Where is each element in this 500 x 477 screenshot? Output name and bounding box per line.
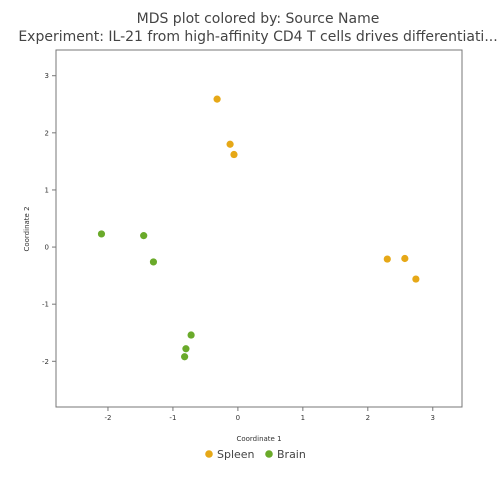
x-axis-ticks: -2 -1 0 1 2 3 [104, 407, 435, 422]
point-spleen [230, 150, 238, 159]
x-tick-label: 0 [236, 414, 240, 422]
x-tick-label: 2 [366, 414, 370, 422]
legend: Spleen Brain [205, 448, 306, 461]
chart-title: MDS plot colored by: Source Name [137, 11, 380, 27]
x-tick-label: 1 [301, 414, 305, 422]
x-tick-label: 3 [431, 414, 435, 422]
y-tick-label: 1 [45, 186, 49, 194]
point-spleen [412, 275, 420, 283]
legend-marker-spleen [205, 450, 213, 458]
point-brain [182, 345, 190, 353]
legend-label-spleen: Spleen [217, 448, 255, 461]
y-tick-label: 2 [45, 129, 49, 137]
x-tick-label: -2 [104, 414, 111, 422]
point-spleen [226, 140, 234, 148]
chart-subtitle: Experiment: IL-21 from high-affinity CD4… [18, 29, 497, 45]
point-brain [187, 331, 195, 339]
point-spleen [383, 255, 391, 263]
y-axis-ticks: -2 -1 0 1 2 3 [42, 72, 56, 366]
point-brain [181, 353, 189, 361]
y-tick-label: -1 [42, 301, 49, 309]
legend-marker-brain [265, 450, 273, 458]
y-axis-label: Coordinate 2 [23, 206, 31, 251]
point-brain [149, 258, 158, 266]
plot-frame [55, 49, 463, 408]
y-tick-label: 3 [45, 72, 49, 80]
x-axis-label: Coordinate 1 [236, 435, 281, 443]
x-tick-label: -1 [169, 414, 176, 422]
y-tick-label: 0 [45, 244, 49, 252]
y-tick-label: -2 [42, 358, 49, 366]
legend-label-brain: Brain [277, 448, 306, 461]
point-spleen [213, 95, 221, 103]
point-brain [140, 232, 148, 240]
data-points [97, 95, 420, 361]
point-spleen [401, 254, 409, 263]
point-brain [97, 230, 106, 238]
